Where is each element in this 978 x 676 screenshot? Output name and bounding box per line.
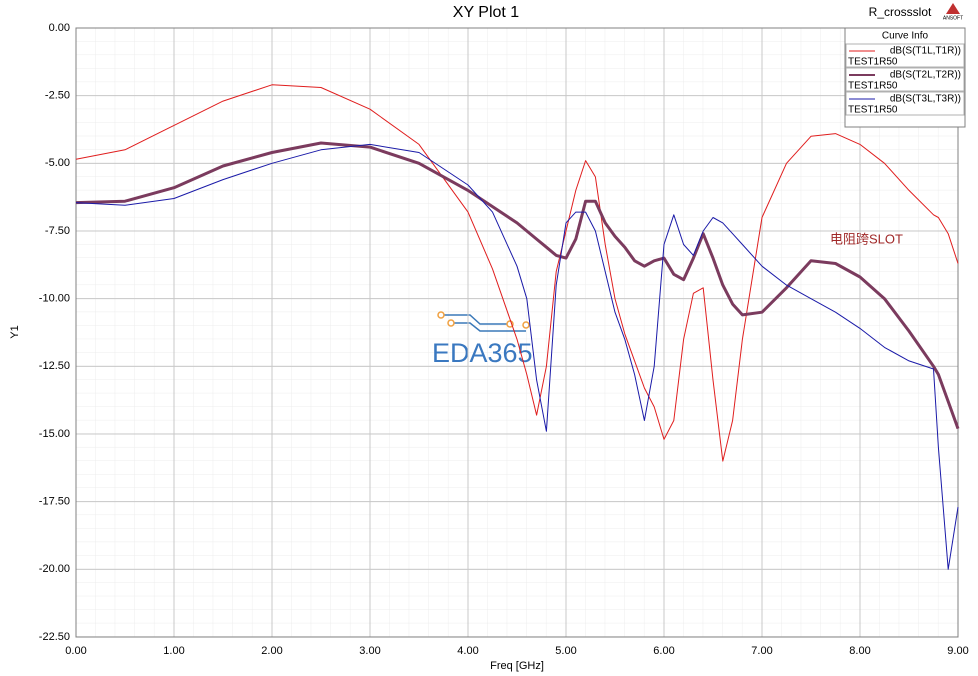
watermark-icon — [437, 311, 530, 332]
series-line — [75, 84, 959, 462]
x-tick-label: 3.00 — [359, 645, 380, 657]
y-tick-label: -10.00 — [39, 293, 70, 305]
legend-row — [845, 91, 965, 116]
x-tick-label: 2.00 — [261, 645, 282, 657]
minor-grid — [76, 28, 958, 637]
legend-row — [845, 43, 965, 68]
x-tick-label: 4.00 — [457, 645, 478, 657]
y-axis-label: Y1 — [9, 325, 21, 338]
x-tick-label: 7.00 — [751, 645, 772, 657]
y-tick-label: -17.50 — [39, 496, 70, 508]
x-tick-label: 5.00 — [555, 645, 576, 657]
y-tick-label: -5.00 — [45, 157, 70, 169]
legend-setup: TEST1R50 — [848, 105, 898, 116]
y-tick-label: 0.00 — [49, 22, 70, 34]
legend-row — [845, 67, 965, 92]
x-tick-label: 6.00 — [653, 645, 674, 657]
legend: Curve InfodB(S(T1L,T1R))TEST1R50dB(S(T2L… — [844, 27, 966, 128]
legend-label: dB(S(T3L,T3R)) — [890, 94, 961, 105]
design-name: R_crossslot — [869, 5, 932, 19]
y-tick-label: -20.00 — [39, 563, 70, 575]
x-axis-label: Freq [GHz] — [490, 660, 544, 672]
plot-frame — [75, 27, 959, 638]
chart-title: XY Plot 1 — [453, 4, 520, 21]
legend-label: dB(S(T2L,T2R)) — [890, 70, 961, 81]
legend-label: dB(S(T1L,T1R)) — [890, 46, 961, 57]
series-line — [75, 143, 959, 570]
y-tick-label: -7.50 — [45, 225, 70, 237]
x-tick-label: 0.00 — [65, 645, 86, 657]
y-tick-label: -22.50 — [39, 631, 70, 643]
y-tick-label: -15.00 — [39, 428, 70, 440]
y-tick-label: -12.50 — [39, 360, 70, 372]
legend-title: Curve Info — [882, 31, 929, 42]
legend-setup: TEST1R50 — [848, 57, 898, 68]
annotation: 电阻跨SLOT — [830, 231, 903, 246]
x-tick-label: 8.00 — [849, 645, 870, 657]
series-line — [75, 141, 960, 430]
y-tick-label: -2.50 — [45, 90, 70, 102]
x-tick-label: 9.00 — [947, 645, 968, 657]
legend-setup: TEST1R50 — [848, 81, 898, 92]
logo-text: ANSOFT — [943, 15, 963, 21]
logo-icon — [946, 3, 960, 14]
watermark: EDA365 — [432, 338, 533, 368]
x-tick-label: 1.00 — [163, 645, 184, 657]
